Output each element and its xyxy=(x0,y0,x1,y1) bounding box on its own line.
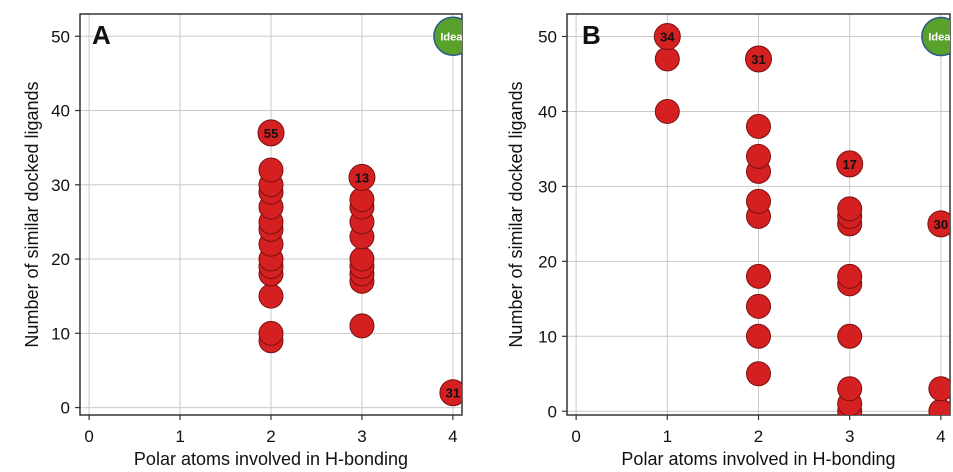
x-tick-label: 1 xyxy=(175,427,184,446)
x-tick-label: 3 xyxy=(357,427,366,446)
y-tick-label: 30 xyxy=(51,176,70,195)
panel-letter: A xyxy=(92,20,111,50)
x-tick-label: 4 xyxy=(448,427,457,446)
labeled-data-point xyxy=(745,45,772,73)
y-tick-label: 40 xyxy=(51,102,70,121)
data-point xyxy=(258,283,284,309)
y-tick-label: 20 xyxy=(51,250,70,269)
y-axis-label: Number of similar docked ligands xyxy=(506,81,526,347)
ideal-marker xyxy=(433,16,462,57)
data-point xyxy=(837,196,863,222)
data-point-count-label: 13 xyxy=(355,170,369,185)
ideal-marker-label: Ideal xyxy=(928,31,953,43)
ideal-marker xyxy=(921,16,950,57)
x-tick-label: 0 xyxy=(571,427,580,446)
labeled-data-point xyxy=(348,163,376,191)
data-point xyxy=(746,293,771,319)
labeled-data-point xyxy=(927,210,950,238)
data-points-layer: 55 13 31 Ideal xyxy=(257,16,465,407)
labeled-data-point xyxy=(836,150,864,178)
y-tick-label: 0 xyxy=(548,402,557,421)
x-tick-label: 4 xyxy=(936,427,945,446)
data-point xyxy=(258,157,284,183)
x-axis-label: Polar atoms involved in H-bonding xyxy=(134,449,408,469)
x-tick-label: 2 xyxy=(754,427,763,446)
y-tick-label: 30 xyxy=(538,177,557,196)
data-point xyxy=(654,98,680,124)
x-tick-label: 3 xyxy=(845,427,854,446)
labeled-data-point xyxy=(439,379,462,407)
data-point xyxy=(928,376,950,402)
x-axis-label: Polar atoms involved in H-bonding xyxy=(621,449,895,469)
data-point-count-label: 55 xyxy=(264,126,278,141)
data-point-count-label: 34 xyxy=(660,29,675,44)
y-tick-label: 10 xyxy=(51,324,70,343)
data-point xyxy=(258,320,284,346)
data-point xyxy=(349,187,375,213)
data-point xyxy=(746,113,771,139)
data-point xyxy=(349,313,375,339)
data-point xyxy=(746,188,771,214)
data-point xyxy=(746,263,771,289)
y-axis-label: Number of similar docked ligands xyxy=(22,81,42,347)
y-tick-label: 50 xyxy=(538,27,557,46)
data-point xyxy=(746,143,771,169)
data-point xyxy=(654,46,680,72)
data-point xyxy=(837,376,863,402)
x-tick-label: 0 xyxy=(84,427,93,446)
data-points-layer: 34 31 17 30 Ideal xyxy=(653,16,953,415)
data-point xyxy=(837,323,863,349)
y-tick-label: 40 xyxy=(538,102,557,121)
data-point-count-label: 31 xyxy=(446,386,460,401)
x-tick-label: 1 xyxy=(663,427,672,446)
labeled-data-point xyxy=(257,119,285,147)
data-point xyxy=(746,361,771,387)
data-point-count-label: 30 xyxy=(934,217,948,232)
panel-letter: B xyxy=(582,20,601,50)
data-point-count-label: 31 xyxy=(751,52,765,67)
y-tick-label: 50 xyxy=(51,27,70,46)
x-tick-label: 2 xyxy=(266,427,275,446)
data-point xyxy=(349,246,375,272)
data-point xyxy=(746,323,771,349)
y-tick-label: 10 xyxy=(538,327,557,346)
data-point xyxy=(837,263,863,289)
data-point-count-label: 17 xyxy=(842,157,856,172)
ideal-marker-label: Ideal xyxy=(440,31,465,43)
y-tick-label: 20 xyxy=(538,252,557,271)
y-tick-label: 0 xyxy=(61,399,70,418)
labeled-data-point xyxy=(653,22,681,50)
